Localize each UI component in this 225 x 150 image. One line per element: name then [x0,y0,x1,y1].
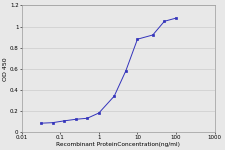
X-axis label: Recombinant ProteinConcentration(ng/ml): Recombinant ProteinConcentration(ng/ml) [56,142,180,147]
Y-axis label: OD 450: OD 450 [3,57,9,81]
